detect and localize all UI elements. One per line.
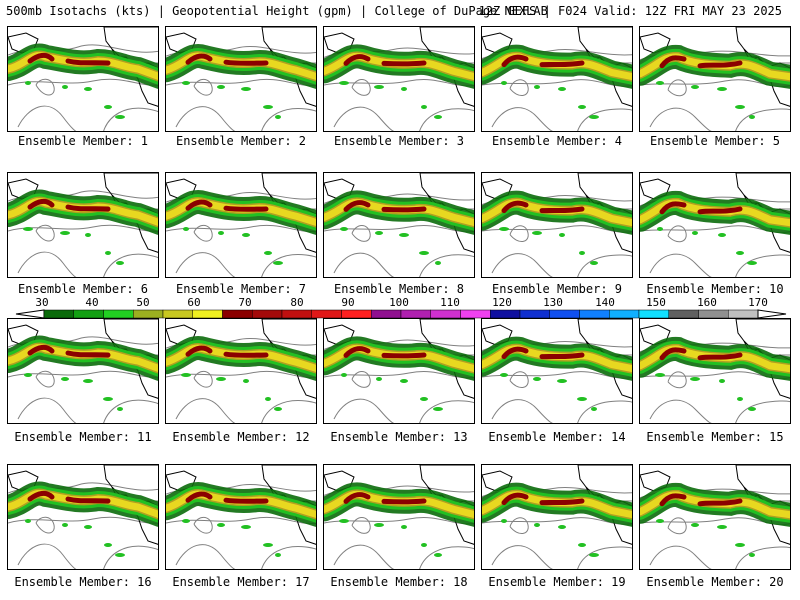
- colorbar-segment: [549, 309, 580, 319]
- colorbar-segment: [519, 309, 550, 319]
- ensemble-member-map: [323, 172, 475, 278]
- colorbar-segment: [698, 309, 729, 319]
- colorbar-tick-label: 120: [492, 296, 512, 309]
- colorbar-segment: [460, 309, 491, 319]
- colorbar-segment: [43, 309, 74, 319]
- colorbar-segment: [490, 309, 521, 319]
- colorbar-tick-label: 40: [85, 296, 99, 309]
- ensemble-member-caption: Ensemble Member: 13: [330, 430, 468, 444]
- ensemble-member-caption: Ensemble Member: 9: [491, 282, 623, 296]
- colorbar-segment: [609, 309, 640, 319]
- header-valid-time: 12Z GEFS | F024 Valid: 12Z FRI MAY 23 20…: [478, 4, 782, 18]
- colorbar-segment: [341, 309, 372, 319]
- ensemble-member-caption: Ensemble Member: 18: [330, 575, 468, 589]
- colorbar-segment: [400, 309, 431, 319]
- colorbar-tick-label: 50: [136, 296, 150, 309]
- header-title: 500mb Isotachs (kts) | Geopotential Heig…: [6, 4, 548, 18]
- ensemble-member-caption: Ensemble Member: 1: [17, 134, 149, 148]
- colorbar-segment: [133, 309, 164, 319]
- colorbar-tick-label: 80: [290, 296, 304, 309]
- ensemble-member-map: [639, 172, 791, 278]
- ensemble-member-map: [165, 318, 317, 424]
- ensemble-member-map: [165, 464, 317, 570]
- ensemble-member-caption: Ensemble Member: 3: [333, 134, 465, 148]
- ensemble-member-caption: Ensemble Member: 12: [172, 430, 310, 444]
- colorbar-tick-label: 160: [697, 296, 717, 309]
- colorbar-segment: [638, 309, 669, 319]
- ensemble-member-caption: Ensemble Member: 14: [488, 430, 626, 444]
- isotach-colorbar: [15, 309, 787, 319]
- colorbar-segment: [162, 309, 193, 319]
- ensemble-member-map: [481, 172, 633, 278]
- ensemble-member-map: [481, 26, 633, 132]
- ensemble-member-map: [323, 318, 475, 424]
- ensemble-member-map: [639, 464, 791, 570]
- ensemble-member-map: [7, 172, 159, 278]
- ensemble-member-map: [639, 318, 791, 424]
- ensemble-member-map: [323, 26, 475, 132]
- colorbar-tick-label: 110: [440, 296, 460, 309]
- colorbar-segment: [192, 309, 223, 319]
- colorbar-tick-label: 90: [341, 296, 355, 309]
- ensemble-member-caption: Ensemble Member: 20: [646, 575, 784, 589]
- ensemble-member-caption: Ensemble Member: 10: [646, 282, 784, 296]
- colorbar-segment: [728, 309, 759, 319]
- ensemble-member-caption: Ensemble Member: 15: [646, 430, 784, 444]
- colorbar-tick-label: 100: [389, 296, 409, 309]
- colorbar-segment: [73, 309, 104, 319]
- ensemble-member-caption: Ensemble Member: 17: [172, 575, 310, 589]
- ensemble-member-caption: Ensemble Member: 4: [491, 134, 623, 148]
- colorbar-tick-label: 150: [646, 296, 666, 309]
- colorbar-low-arrow: [15, 309, 45, 319]
- ensemble-member-map: [7, 26, 159, 132]
- colorbar-tick-label: 170: [748, 296, 768, 309]
- colorbar-tick-label: 30: [35, 296, 49, 309]
- ensemble-member-map: [7, 318, 159, 424]
- colorbar-segment: [311, 309, 342, 319]
- map-header: 500mb Isotachs (kts) | Geopotential Heig…: [0, 0, 800, 22]
- colorbar-segment: [430, 309, 461, 319]
- ensemble-member-caption: Ensemble Member: 2: [175, 134, 307, 148]
- colorbar-high-arrow: [757, 309, 787, 319]
- ensemble-member-map: [165, 172, 317, 278]
- ensemble-member-caption: Ensemble Member: 16: [14, 575, 152, 589]
- ensemble-member-caption: Ensemble Member: 11: [14, 430, 152, 444]
- colorbar-segment: [668, 309, 699, 319]
- colorbar-tick-label: 60: [187, 296, 201, 309]
- colorbar-tick-label: 140: [595, 296, 615, 309]
- ensemble-member-map: [481, 464, 633, 570]
- colorbar-segment: [222, 309, 253, 319]
- colorbar-tick-label: 130: [543, 296, 563, 309]
- ensemble-member-map: [639, 26, 791, 132]
- ensemble-member-map: [323, 464, 475, 570]
- ensemble-member-map: [7, 464, 159, 570]
- colorbar-tick-label: 70: [238, 296, 252, 309]
- ensemble-member-caption: Ensemble Member: 8: [333, 282, 465, 296]
- colorbar-segment: [281, 309, 312, 319]
- ensemble-member-map: [165, 26, 317, 132]
- colorbar-segment: [252, 309, 283, 319]
- ensemble-member-caption: Ensemble Member: 19: [488, 575, 626, 589]
- colorbar-segment: [103, 309, 134, 319]
- colorbar-segment: [579, 309, 610, 319]
- colorbar-segment: [371, 309, 402, 319]
- ensemble-member-caption: Ensemble Member: 5: [649, 134, 781, 148]
- ensemble-member-caption: Ensemble Member: 7: [175, 282, 307, 296]
- ensemble-member-map: [481, 318, 633, 424]
- ensemble-member-caption: Ensemble Member: 6: [17, 282, 149, 296]
